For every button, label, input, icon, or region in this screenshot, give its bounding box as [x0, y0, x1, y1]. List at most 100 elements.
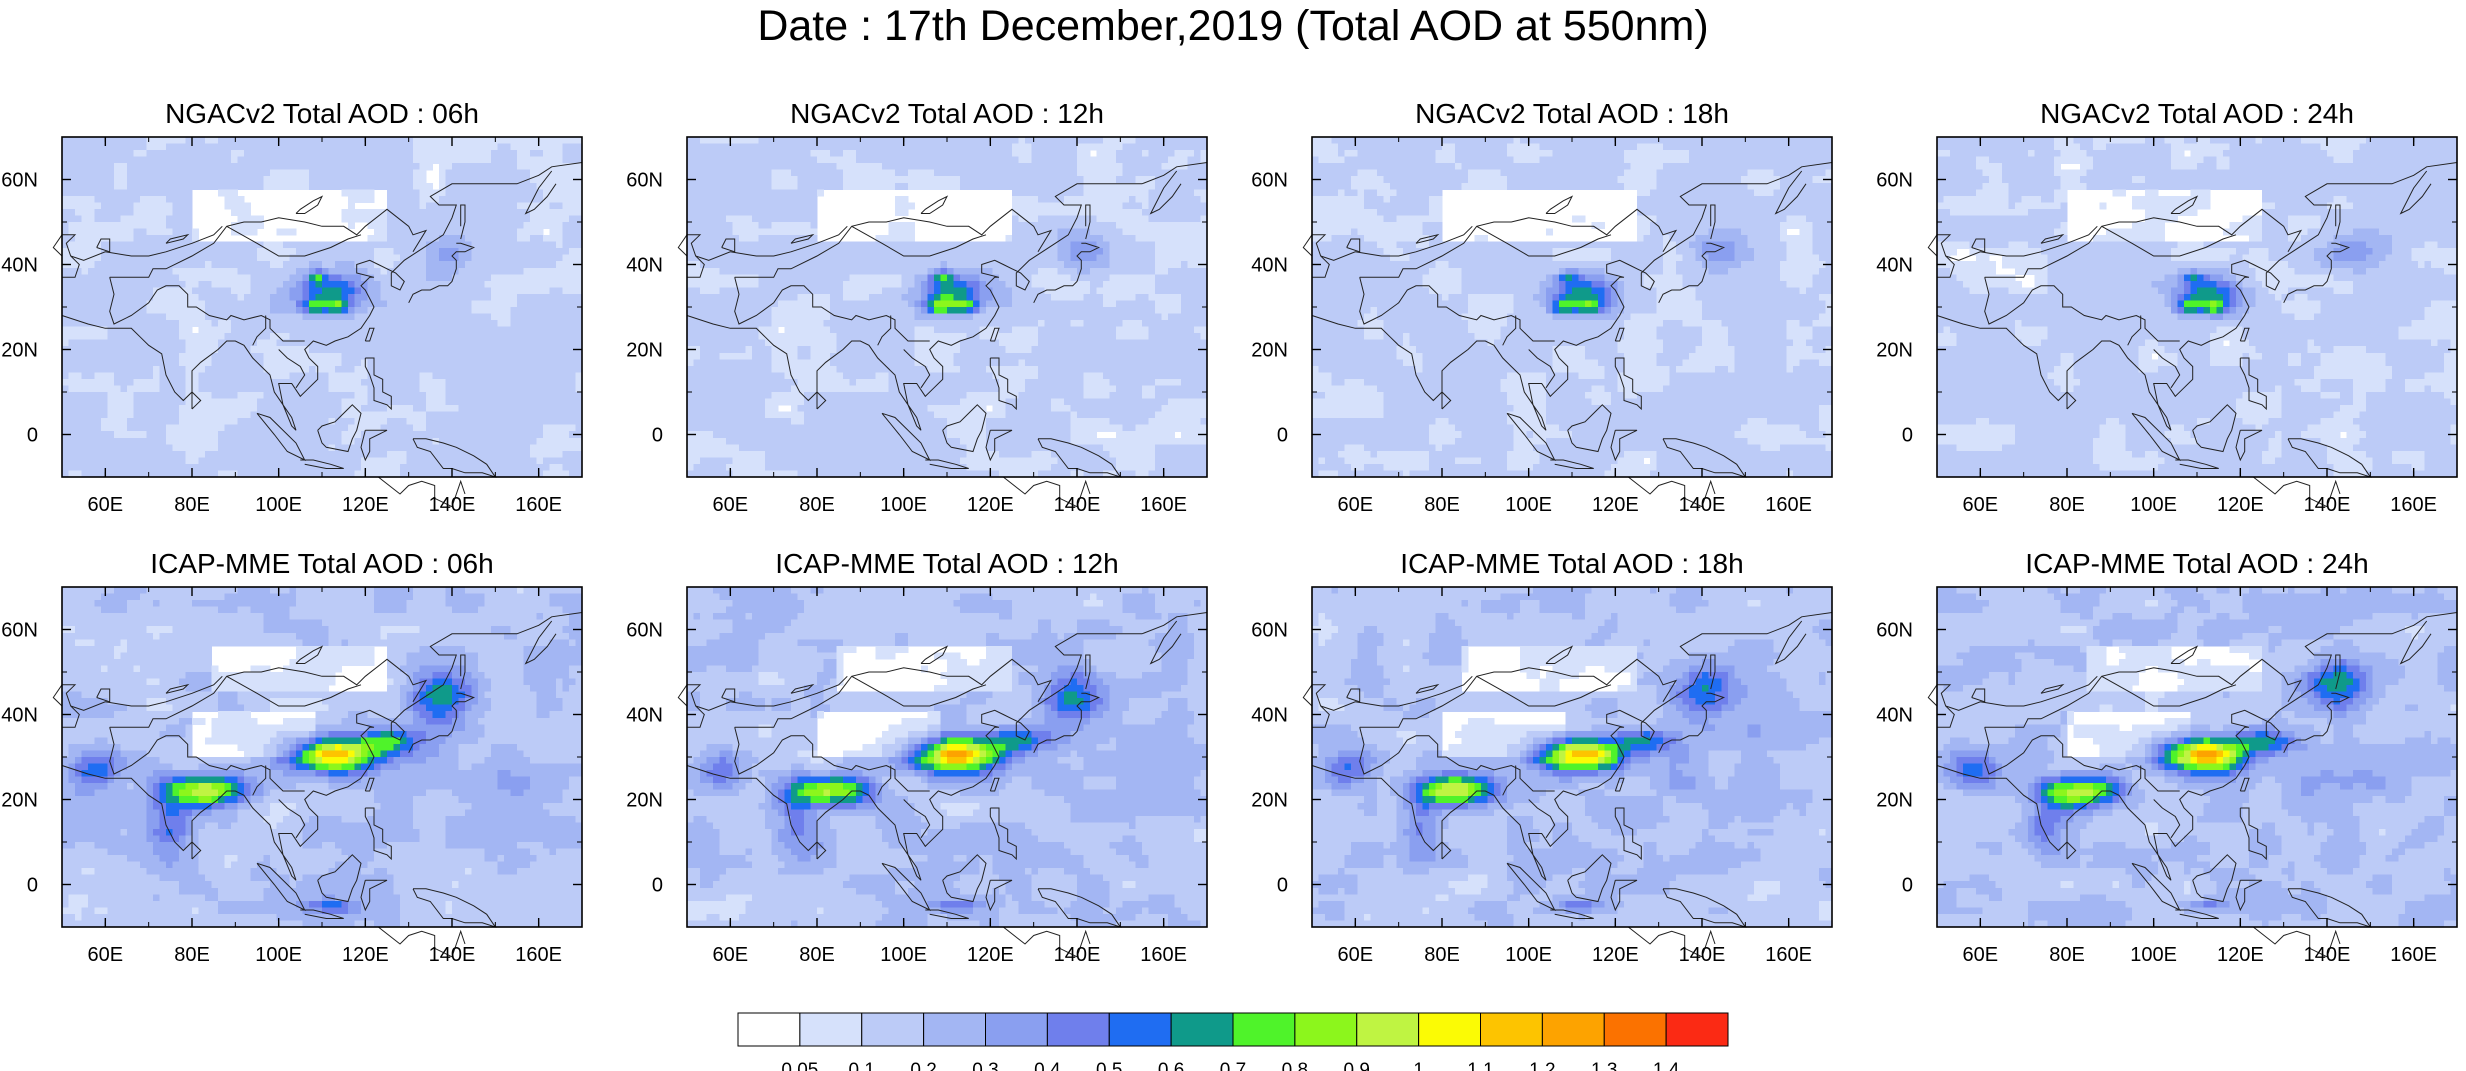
lon-tick-label: 160E: [2390, 494, 2437, 516]
lat-tick-label: 60N: [1, 620, 38, 642]
aod-field: [62, 587, 583, 928]
aod-field: [1312, 137, 1833, 478]
aod-field: [687, 137, 1208, 478]
map-panels: NGACv2 Total AOD : 06h 60E 80E 100E 120E 140E…: [1, 98, 2458, 966]
lon-tick-label: 80E: [1424, 494, 1460, 516]
lat-tick-label: 0: [27, 425, 38, 447]
lon-tick-label: 140E: [2304, 494, 2351, 516]
lat-tick-label: 20N: [1251, 340, 1288, 362]
colorbar-swatch: [1480, 1012, 1543, 1047]
lat-tick-label: 60N: [1, 170, 38, 192]
lat-tick-label: 20N: [1, 340, 38, 362]
lon-tick-label: 60E: [1338, 494, 1374, 516]
colorbar-label: 1.4: [1653, 1060, 1680, 1071]
lon-tick-label: 160E: [515, 494, 562, 516]
panel-title: NGACv2 Total AOD : 12h: [790, 98, 1104, 129]
aod-field: [62, 137, 583, 478]
colorbar-label: 1.1: [1467, 1060, 1493, 1071]
lon-tick-label: 140E: [1054, 494, 1101, 516]
lon-tick-label: 100E: [255, 944, 302, 966]
lat-tick-label: 0: [652, 425, 663, 447]
lon-tick-label: 80E: [174, 944, 210, 966]
colorbar-swatch: [1046, 1012, 1110, 1047]
panel-title: NGACv2 Total AOD : 24h: [2040, 98, 2354, 129]
panel-title: ICAP-MME Total AOD : 06h: [150, 548, 493, 579]
colorbar-label: 1.3: [1591, 1060, 1617, 1071]
lat-tick-label: 40N: [1876, 255, 1913, 277]
lon-tick-label: 120E: [342, 494, 389, 516]
colorbar-swatch: [737, 1012, 801, 1047]
colorbar-swatch: [1418, 1012, 1482, 1047]
colorbar-swatch: [1603, 1012, 1667, 1047]
map-panel: NGACv2 Total AOD : 12h 60E 80E 100E 120E 140E…: [626, 98, 1208, 516]
lon-tick-label: 60E: [88, 944, 124, 966]
figure-title: Date : 17th December,2019 (Total AOD at …: [0, 2, 2466, 51]
panel-title: NGACv2 Total AOD : 06h: [165, 98, 479, 129]
coastlines: [677, 162, 1208, 508]
colorbar-swatch: [1356, 1012, 1420, 1047]
colorbar-swatch: [1541, 1012, 1605, 1047]
colorbar-swatch: [1294, 1012, 1358, 1047]
lon-tick-label: 100E: [255, 494, 302, 516]
lon-tick-label: 60E: [88, 494, 124, 516]
colorbar-label: 0.05: [781, 1060, 818, 1071]
colorbar-label: 0.1: [849, 1060, 875, 1071]
colorbar-swatch: [985, 1012, 1048, 1047]
colorbar-swatch: [1232, 1012, 1296, 1047]
lon-tick-label: 140E: [429, 944, 476, 966]
colorbar-label: 1: [1413, 1060, 1424, 1071]
colorbar-label: 0.8: [1282, 1060, 1308, 1071]
colorbar-label: 0.5: [1096, 1060, 1122, 1071]
colorbar-swatch: [1665, 1012, 1729, 1047]
lon-tick-label: 100E: [1505, 494, 1552, 516]
lon-tick-label: 160E: [515, 944, 562, 966]
colorbar-swatch: [1108, 1012, 1172, 1047]
coastlines: [1927, 162, 2458, 508]
lon-tick-label: 140E: [429, 494, 476, 516]
lon-tick-label: 60E: [1963, 494, 1999, 516]
lon-tick-label: 100E: [880, 494, 927, 516]
lat-tick-label: 20N: [1876, 340, 1913, 362]
colorbar-label: 0.7: [1220, 1060, 1246, 1071]
map-panel: NGACv2 Total AOD : 24h 60E 80E 100E 120E 140E…: [1876, 98, 2458, 516]
lat-tick-label: 60N: [626, 170, 663, 192]
lat-tick-label: 40N: [1, 705, 38, 727]
coastlines: [52, 162, 583, 508]
lon-tick-label: 120E: [967, 494, 1014, 516]
lon-tick-label: 60E: [713, 494, 749, 516]
colorbar-label: 0.6: [1158, 1060, 1184, 1071]
lon-tick-label: 120E: [342, 944, 389, 966]
colorbar-swatch: [923, 1012, 987, 1047]
map-panel: ICAP-MME Total AOD : 06h 60E 80E 100E 120E 14…: [1, 548, 583, 966]
lon-tick-label: 80E: [799, 494, 835, 516]
colorbar-label: 0.4: [1034, 1060, 1061, 1071]
lat-tick-label: 60N: [1251, 170, 1288, 192]
lon-tick-label: 80E: [2049, 494, 2085, 516]
lon-tick-label: 100E: [2130, 494, 2177, 516]
lat-tick-label: 40N: [1251, 255, 1288, 277]
lon-tick-label: 120E: [1592, 494, 1639, 516]
map-panel: NGACv2 Total AOD : 18h 60E 80E 100E 120E 140E…: [1251, 98, 1833, 516]
aod-field: [1937, 137, 2458, 478]
map-panel: NGACv2 Total AOD : 06h 60E 80E 100E 120E 140E…: [1, 98, 583, 516]
lat-tick-label: 0: [1277, 425, 1288, 447]
coastlines: [52, 612, 583, 958]
lon-tick-label: 160E: [1765, 494, 1812, 516]
colorbar-label: 0.2: [910, 1060, 936, 1071]
lat-tick-label: 60N: [1876, 170, 1913, 192]
lon-tick-label: 140E: [1679, 494, 1726, 516]
colorbar-label: 0.9: [1344, 1060, 1370, 1071]
panel-title: NGACv2 Total AOD : 18h: [1415, 98, 1729, 129]
coastlines: [1302, 162, 1833, 508]
lat-tick-label: 20N: [626, 340, 663, 362]
lat-tick-label: 40N: [1, 255, 38, 277]
lon-tick-label: 120E: [2217, 494, 2264, 516]
colorbar-swatch: [799, 1012, 863, 1047]
lat-tick-label: 0: [1902, 425, 1913, 447]
colorbar-label: 1.2: [1529, 1060, 1555, 1071]
colorbar-swatch: [861, 1012, 925, 1047]
colorbar-label: 0.3: [972, 1060, 998, 1071]
lat-tick-label: 40N: [626, 255, 663, 277]
lon-tick-label: 160E: [1140, 494, 1187, 516]
